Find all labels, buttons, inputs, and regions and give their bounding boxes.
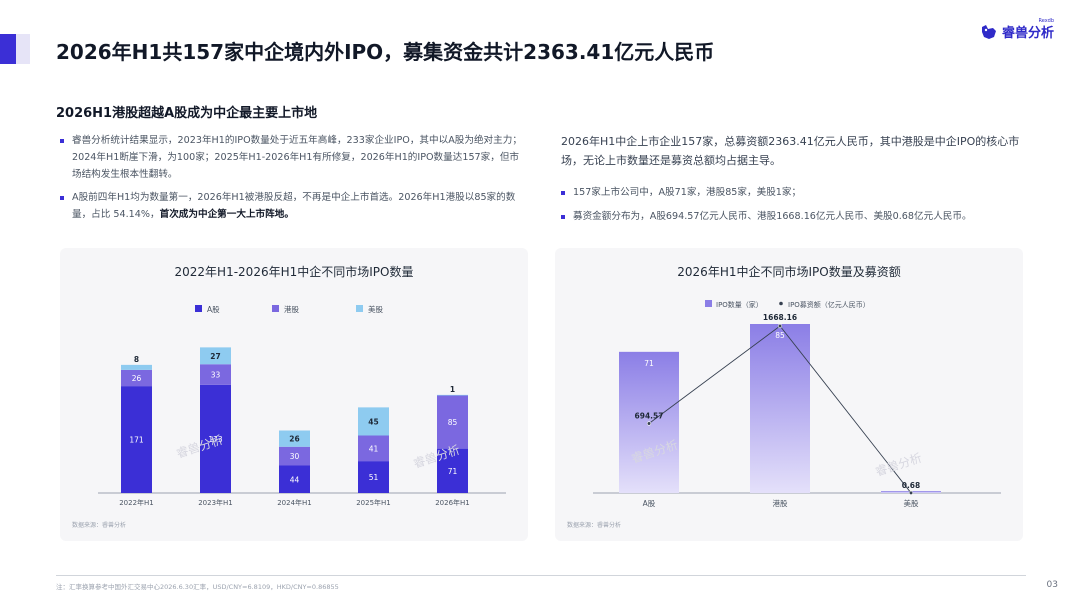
chart1-legend-swatch xyxy=(195,305,202,312)
chart2-bar-label: 85 xyxy=(775,331,785,340)
chart1-legend-label: 港股 xyxy=(284,304,299,314)
chart1-data-label: 44 xyxy=(290,475,300,484)
left-bullet-list: 睿兽分析统计结果显示，2023年H1的IPO数量处于近五年高峰，233家企业IP… xyxy=(60,132,525,229)
chart1-bar-segment xyxy=(121,364,152,370)
chart1-data-label: 8 xyxy=(134,355,139,364)
chart2-line-label: 694.57 xyxy=(635,411,664,420)
chart2-legend-swatch xyxy=(705,300,712,307)
chart1-bar-segment xyxy=(121,369,152,387)
chart1-data-label: 1 xyxy=(450,385,455,394)
chart1-category-label: 2022年H1 xyxy=(119,498,154,507)
chart2-legend-label: IPO募资额（亿元人民币） xyxy=(788,300,870,309)
chart1-source: 数据来源：睿兽分析 xyxy=(72,521,126,529)
chart-card-ipo-count-by-year: 2022年H1-2026年H1中企不同市场IPO数量 A股 港股 美股 171 26 8 20… xyxy=(60,248,528,541)
chart2-line-label: 0.68 xyxy=(902,481,921,490)
chart1-data-label: 45 xyxy=(368,417,378,426)
footnote: 注：汇率换算参考中国外汇交易中心2026.6.30汇率，USD/CNY=6.81… xyxy=(56,583,339,591)
chart1-category-label: 2026年H1 xyxy=(435,498,470,507)
chart1-data-label: 171 xyxy=(129,436,144,445)
right-bullet-2: 募资金额分布为，A股694.57亿元人民币、港股1668.16亿元人民币、美股0… xyxy=(561,208,1031,225)
combo-bar-line-chart: 2026年H1中企不同市场IPO数量及募资额 IPO数量（家） IPO募资额（亿元人… xyxy=(567,264,1001,529)
chart2-legend-label: IPO数量（家） xyxy=(716,300,763,309)
chart1-bar-segment xyxy=(437,395,468,449)
chart2-line-point xyxy=(646,421,652,426)
chart1-bar-segment xyxy=(200,347,231,365)
chart2-line-point xyxy=(908,490,914,496)
chart1-category-label: 2025年H1 xyxy=(356,498,391,507)
right-bullet-list: 157家上市公司中，A股71家，港股85家，美股1家； 募资金额分布为，A股69… xyxy=(561,184,1031,232)
chart1-data-label: 85 xyxy=(448,418,458,427)
left-bullet-2-text: A股前四年H1均为数量第一，2026年H1被港股反超，不再是中企上市首选。202… xyxy=(72,192,516,220)
chart1-bar-segment xyxy=(358,461,389,493)
left-bullet-2-emphasis: 首次成为中企第一大上市阵地。 xyxy=(159,209,294,220)
chart1-category-label: 2023年H1 xyxy=(198,498,233,507)
chart2-category-label: A股 xyxy=(643,499,656,508)
chart1-data-label: 33 xyxy=(211,371,221,380)
chart1-bar-segment xyxy=(358,407,389,436)
left-bullet-1-text: 睿兽分析统计结果显示，2023年H1的IPO数量处于近五年高峰，233家企业IP… xyxy=(72,135,522,180)
chart2-line-label: 1668.16 xyxy=(763,313,797,322)
logo-beast-icon xyxy=(980,23,998,41)
right-bullet-1: 157家上市公司中，A股71家，港股85家，美股1家； xyxy=(561,184,1031,201)
chart2-line-point xyxy=(777,323,783,329)
chart1-bar-segment xyxy=(437,394,468,396)
chart1-legend-item: 美股 xyxy=(356,304,383,314)
chart1-bar-segment xyxy=(279,465,310,493)
chart1-bar-segment xyxy=(437,448,468,493)
chart1-data-label: 30 xyxy=(290,452,300,461)
chart2-bar xyxy=(750,324,810,493)
chart-card-ipo-by-market: 2026年H1中企不同市场IPO数量及募资额 IPO数量（家） IPO募资额（亿元人… xyxy=(555,248,1023,541)
chart2-category-label: 美股 xyxy=(904,498,919,508)
chart1-data-label: 173 xyxy=(208,435,223,444)
chart1-legend-swatch xyxy=(272,305,279,312)
chart1-data-label: 27 xyxy=(210,352,220,361)
chart1-data-label: 26 xyxy=(289,435,299,444)
page-title: 2026年H1共157家中企境内外IPO，募集资金共计2363.41亿元人民币 xyxy=(56,40,715,64)
section-title: 2026H1港股超越A股成为中企最主要上市地 xyxy=(56,106,318,121)
left-bullet-2: A股前四年H1均为数量第一，2026年H1被港股反超，不再是中企上市首选。202… xyxy=(60,189,525,223)
page-number: 03 xyxy=(1046,580,1058,590)
chart1-legend-label: 美股 xyxy=(368,304,383,314)
chart1-bar-segment xyxy=(200,384,231,493)
chart1-legend-item: A股 xyxy=(195,305,220,314)
chart1-data-label: 51 xyxy=(369,473,379,482)
logo-small-text: Rexdb xyxy=(1038,18,1054,24)
chart2-legend-swatch xyxy=(779,301,783,306)
chart2-category-label: 港股 xyxy=(773,498,788,508)
logo-text: 睿兽分析 xyxy=(1001,26,1054,41)
chart1-bar-segment xyxy=(200,364,231,385)
chart1-bar-segment xyxy=(121,386,152,493)
chart1-data-label: 26 xyxy=(132,374,142,383)
chart2-legend-item: IPO数量（家） xyxy=(705,300,763,309)
title-accent-bar-light xyxy=(16,34,30,64)
chart2-title: 2026年H1中企不同市场IPO数量及募资额 xyxy=(677,264,900,279)
chart2-legend-item: IPO募资额（亿元人民币） xyxy=(779,300,870,309)
chart1-bar-segment xyxy=(279,446,310,466)
chart1-data-label: 71 xyxy=(448,467,458,476)
title-accent-bar xyxy=(0,34,16,64)
chart1-bar-segment xyxy=(358,435,389,462)
chart1-data-label: 41 xyxy=(369,444,379,453)
chart1-bar-segment xyxy=(279,430,310,447)
chart1-category-label: 2024年H1 xyxy=(277,498,312,507)
chart2-bar-label: 71 xyxy=(644,359,654,368)
left-bullet-1: 睿兽分析统计结果显示，2023年H1的IPO数量处于近五年高峰，233家企业IP… xyxy=(60,132,525,183)
brand-logo: 睿兽分析 xyxy=(980,22,1054,41)
right-intro: 2026年H1中企上市企业157家，总募资额2363.41亿元人民币，其中港股是… xyxy=(561,135,1020,167)
chart1-legend-swatch xyxy=(356,305,363,312)
chart1-legend-item: 港股 xyxy=(272,304,299,314)
chart1-title: 2022年H1-2026年H1中企不同市场IPO数量 xyxy=(175,264,414,279)
chart1-legend-label: A股 xyxy=(207,305,220,314)
footer-divider xyxy=(56,575,1026,576)
chart2-source: 数据来源：睿兽分析 xyxy=(567,521,621,529)
